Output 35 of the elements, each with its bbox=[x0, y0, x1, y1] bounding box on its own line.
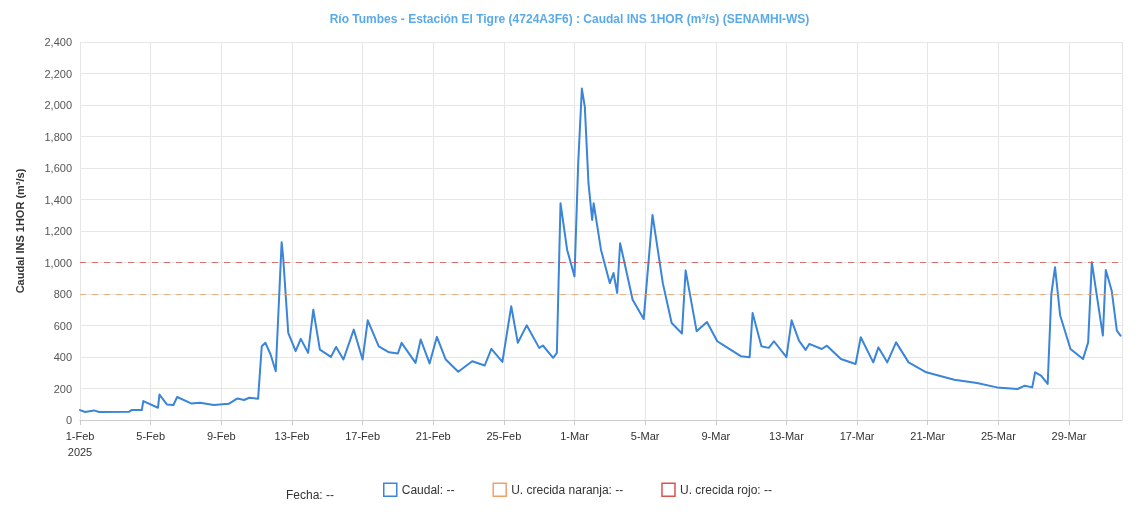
x-tick-label: 17-Feb bbox=[345, 430, 381, 442]
legend-label: U. crecida rojo: -- bbox=[679, 482, 773, 497]
chart-title: Río Tumbes - Estación El Tigre (4724A3F6) : Caudal INS 1HOR (m³/s) (SENAMHI-WS) bbox=[329, 12, 810, 26]
y-tick-label: 2,200 bbox=[44, 67, 72, 80]
x-tick-label: 9-Feb bbox=[206, 430, 236, 442]
y-tick-label: 1,000 bbox=[44, 256, 72, 269]
x-tick-label: 21-Feb bbox=[415, 430, 451, 442]
y-tick-label: 2,000 bbox=[44, 99, 72, 111]
x-tick-label: 13-Mar bbox=[769, 430, 805, 442]
y-tick-label: 800 bbox=[53, 288, 72, 300]
x-tick-label: 1-Mar bbox=[560, 430, 590, 442]
x-tick-label: 13-Feb bbox=[274, 430, 310, 442]
x-tick-label: 9-Mar bbox=[701, 430, 731, 442]
legend-label: Caudal: -- bbox=[401, 482, 455, 497]
x-tick-label: 25-Mar bbox=[980, 430, 1017, 442]
x-tick-label: 25-Feb bbox=[486, 430, 522, 442]
legend-label: U. crecida naranja: -- bbox=[511, 482, 624, 497]
y-tick-label: 400 bbox=[53, 351, 72, 363]
y-tick-label: 200 bbox=[53, 382, 72, 395]
x-tick-label: 5-Feb bbox=[136, 430, 166, 442]
x-tick-label: 17-Mar bbox=[839, 430, 875, 442]
x-tick-label: 21-Mar bbox=[910, 430, 946, 442]
text: Fecha: -- bbox=[286, 488, 335, 502]
y-axis-title: Caudal INS 1HOR (m³/s) bbox=[13, 168, 26, 294]
x-tick-label: 5-Mar bbox=[630, 430, 660, 442]
y-tick-label: 1,200 bbox=[44, 225, 72, 237]
line-series bbox=[79, 87, 1122, 413]
x-tick-label: 29-Mar bbox=[1051, 430, 1087, 442]
y-tick-label: 1,600 bbox=[44, 162, 72, 174]
y-tick-label: 0 bbox=[65, 414, 72, 426]
y-tick-label: 1,800 bbox=[44, 130, 72, 143]
y-tick-label: 600 bbox=[53, 319, 72, 332]
y-tick-label: 1,400 bbox=[44, 193, 72, 206]
x-tick-label: 1-Feb 2025 bbox=[65, 430, 95, 458]
y-tick-label: 2,400 bbox=[44, 36, 72, 48]
